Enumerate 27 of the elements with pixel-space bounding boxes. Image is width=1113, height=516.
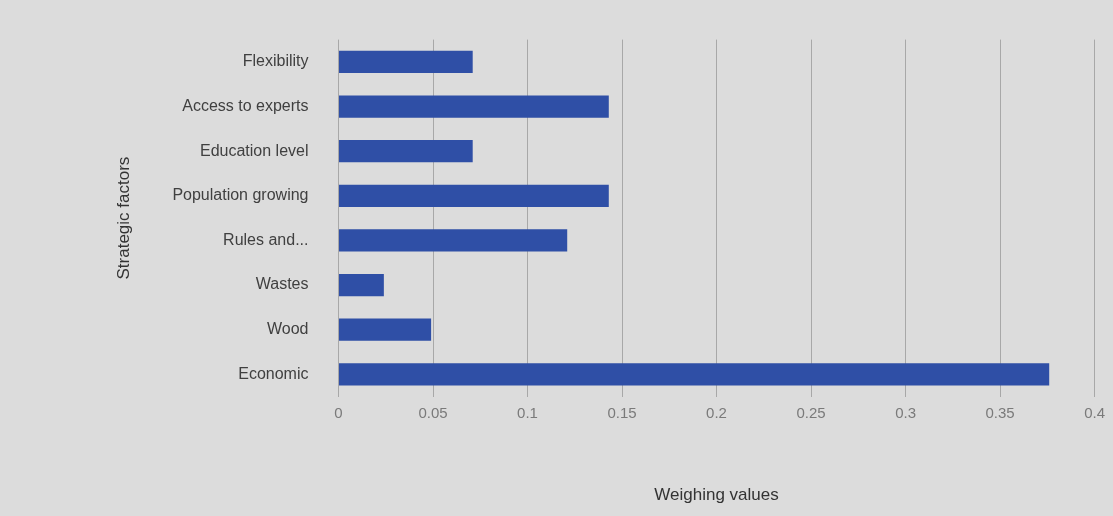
x-tick-label: 0.4: [1084, 403, 1105, 421]
y-tick-label: Access to experts: [182, 96, 309, 114]
bar: [338, 363, 1050, 386]
x-tick-label: 0.3: [895, 403, 916, 421]
bar: [338, 318, 432, 341]
x-axis-title: Weighing values: [654, 485, 779, 505]
x-tick-label: 0.15: [607, 403, 637, 421]
y-tick-label: Wastes: [255, 275, 309, 293]
y-tick-label: Education level: [199, 141, 309, 159]
bar: [338, 184, 609, 207]
x-tick-label: 0.25: [796, 403, 826, 421]
y-tick-label: Rules and...: [223, 230, 309, 248]
bar: [338, 140, 473, 163]
bar: [338, 229, 568, 252]
x-tick-label: 0.35: [985, 403, 1015, 421]
y-tick-label: Flexibility: [242, 52, 309, 70]
y-axis-title: Strategic factors: [113, 156, 133, 280]
bar: [338, 273, 384, 297]
bar: [338, 95, 609, 118]
x-tick-label: 0.05: [418, 403, 448, 421]
x-tick-label: 0: [334, 403, 343, 421]
y-tick-label: Population growing: [172, 186, 309, 204]
y-tick-label: Wood: [266, 320, 309, 338]
y-tick-label: Economic: [238, 364, 309, 382]
x-tick-label: 0.1: [517, 403, 538, 421]
x-tick-label: 0.2: [706, 403, 727, 421]
bar: [338, 50, 473, 74]
